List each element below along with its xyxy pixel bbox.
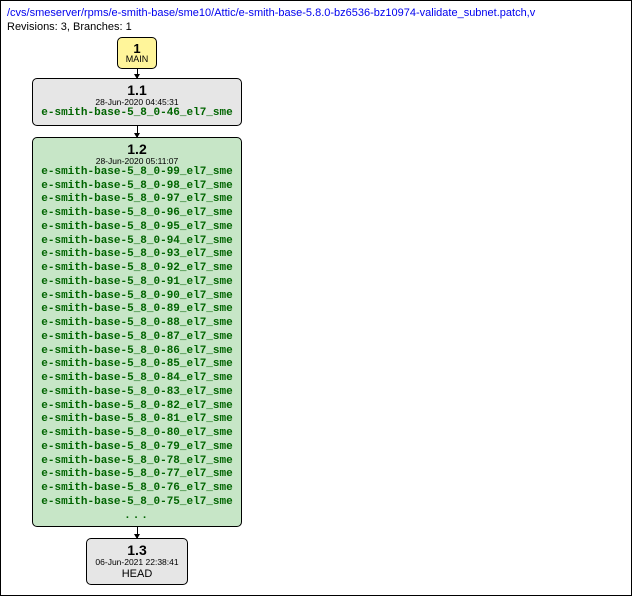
revision-tag[interactable]: e-smith-base-5_8_0-83_el7_sme bbox=[41, 386, 232, 400]
revision-tag[interactable]: e-smith-base-5_8_0-76_el7_sme bbox=[41, 482, 232, 496]
revision-graph: 1 MAIN 1.1 28-Jun-2020 04:45:31 e-smith-… bbox=[7, 37, 625, 585]
repo-path[interactable]: /cvs/smeserver/rpms/e-smith-base/sme10/A… bbox=[7, 7, 625, 20]
revision-tag[interactable]: e-smith-base-5_8_0-87_el7_sme bbox=[41, 331, 232, 345]
revision-node-1-1[interactable]: 1.1 28-Jun-2020 04:45:31 e-smith-base-5_… bbox=[32, 78, 241, 126]
page: /cvs/smeserver/rpms/e-smith-base/sme10/A… bbox=[0, 0, 632, 596]
revision-tag[interactable]: e-smith-base-5_8_0-78_el7_sme bbox=[41, 455, 232, 469]
graph-column: 1 MAIN 1.1 28-Jun-2020 04:45:31 e-smith-… bbox=[7, 37, 267, 585]
revision-node-1-2[interactable]: 1.2 28-Jun-2020 05:11:07 e-smith-base-5_… bbox=[32, 137, 241, 527]
revision-tag[interactable]: e-smith-base-5_8_0-91_el7_sme bbox=[41, 276, 232, 290]
edge bbox=[137, 527, 138, 538]
revision-date: 06-Jun-2021 22:38:41 bbox=[95, 557, 178, 567]
revision-tag[interactable]: e-smith-base-5_8_0-82_el7_sme bbox=[41, 400, 232, 414]
revision-tag[interactable]: e-smith-base-5_8_0-85_el7_sme bbox=[41, 358, 232, 372]
tags-more[interactable]: ... bbox=[41, 510, 232, 522]
revision-tag[interactable]: e-smith-base-5_8_0-77_el7_sme bbox=[41, 468, 232, 482]
revision-date: 28-Jun-2020 04:45:31 bbox=[41, 97, 232, 107]
revision-tag[interactable]: e-smith-base-5_8_0-99_el7_sme bbox=[41, 166, 232, 180]
revision-tag[interactable]: e-smith-base-5_8_0-80_el7_sme bbox=[41, 427, 232, 441]
revision-tag[interactable]: e-smith-base-5_8_0-92_el7_sme bbox=[41, 262, 232, 276]
revision-tag[interactable]: e-smith-base-5_8_0-95_el7_sme bbox=[41, 221, 232, 235]
branch-node-main[interactable]: 1 MAIN bbox=[117, 37, 158, 69]
revision-tags: e-smith-base-5_8_0-46_el7_sme bbox=[41, 107, 232, 121]
revision-tag[interactable]: e-smith-base-5_8_0-90_el7_sme bbox=[41, 290, 232, 304]
revision-tag[interactable]: e-smith-base-5_8_0-96_el7_sme bbox=[41, 207, 232, 221]
revision-tag[interactable]: e-smith-base-5_8_0-97_el7_sme bbox=[41, 193, 232, 207]
edge bbox=[137, 69, 138, 78]
revision-tag[interactable]: e-smith-base-5_8_0-88_el7_sme bbox=[41, 317, 232, 331]
revision-tag[interactable]: e-smith-base-5_8_0-98_el7_sme bbox=[41, 180, 232, 194]
revision-tag[interactable]: e-smith-base-5_8_0-94_el7_sme bbox=[41, 235, 232, 249]
revision-tag[interactable]: e-smith-base-5_8_0-86_el7_sme bbox=[41, 345, 232, 359]
branch-name: MAIN bbox=[126, 54, 149, 64]
revision-summary: Revisions: 3, Branches: 1 bbox=[7, 21, 625, 33]
revision-tag[interactable]: e-smith-base-5_8_0-81_el7_sme bbox=[41, 413, 232, 427]
revision-version: 1.1 bbox=[41, 82, 232, 98]
edge bbox=[137, 126, 138, 137]
revision-tag[interactable]: e-smith-base-5_8_0-46_el7_sme bbox=[41, 107, 232, 121]
revision-tag[interactable]: e-smith-base-5_8_0-93_el7_sme bbox=[41, 248, 232, 262]
revision-version: 1.3 bbox=[95, 542, 178, 558]
head-label: HEAD bbox=[95, 568, 178, 580]
revision-version: 1.2 bbox=[41, 141, 232, 157]
revision-tags: e-smith-base-5_8_0-99_el7_smee-smith-bas… bbox=[41, 166, 232, 510]
revision-tag[interactable]: e-smith-base-5_8_0-75_el7_sme bbox=[41, 496, 232, 510]
revision-tag[interactable]: e-smith-base-5_8_0-84_el7_sme bbox=[41, 372, 232, 386]
revision-tag[interactable]: e-smith-base-5_8_0-79_el7_sme bbox=[41, 441, 232, 455]
revision-node-1-3[interactable]: 1.3 06-Jun-2021 22:38:41 HEAD bbox=[86, 538, 187, 585]
revision-tag[interactable]: e-smith-base-5_8_0-89_el7_sme bbox=[41, 303, 232, 317]
revision-date: 28-Jun-2020 05:11:07 bbox=[41, 156, 232, 166]
